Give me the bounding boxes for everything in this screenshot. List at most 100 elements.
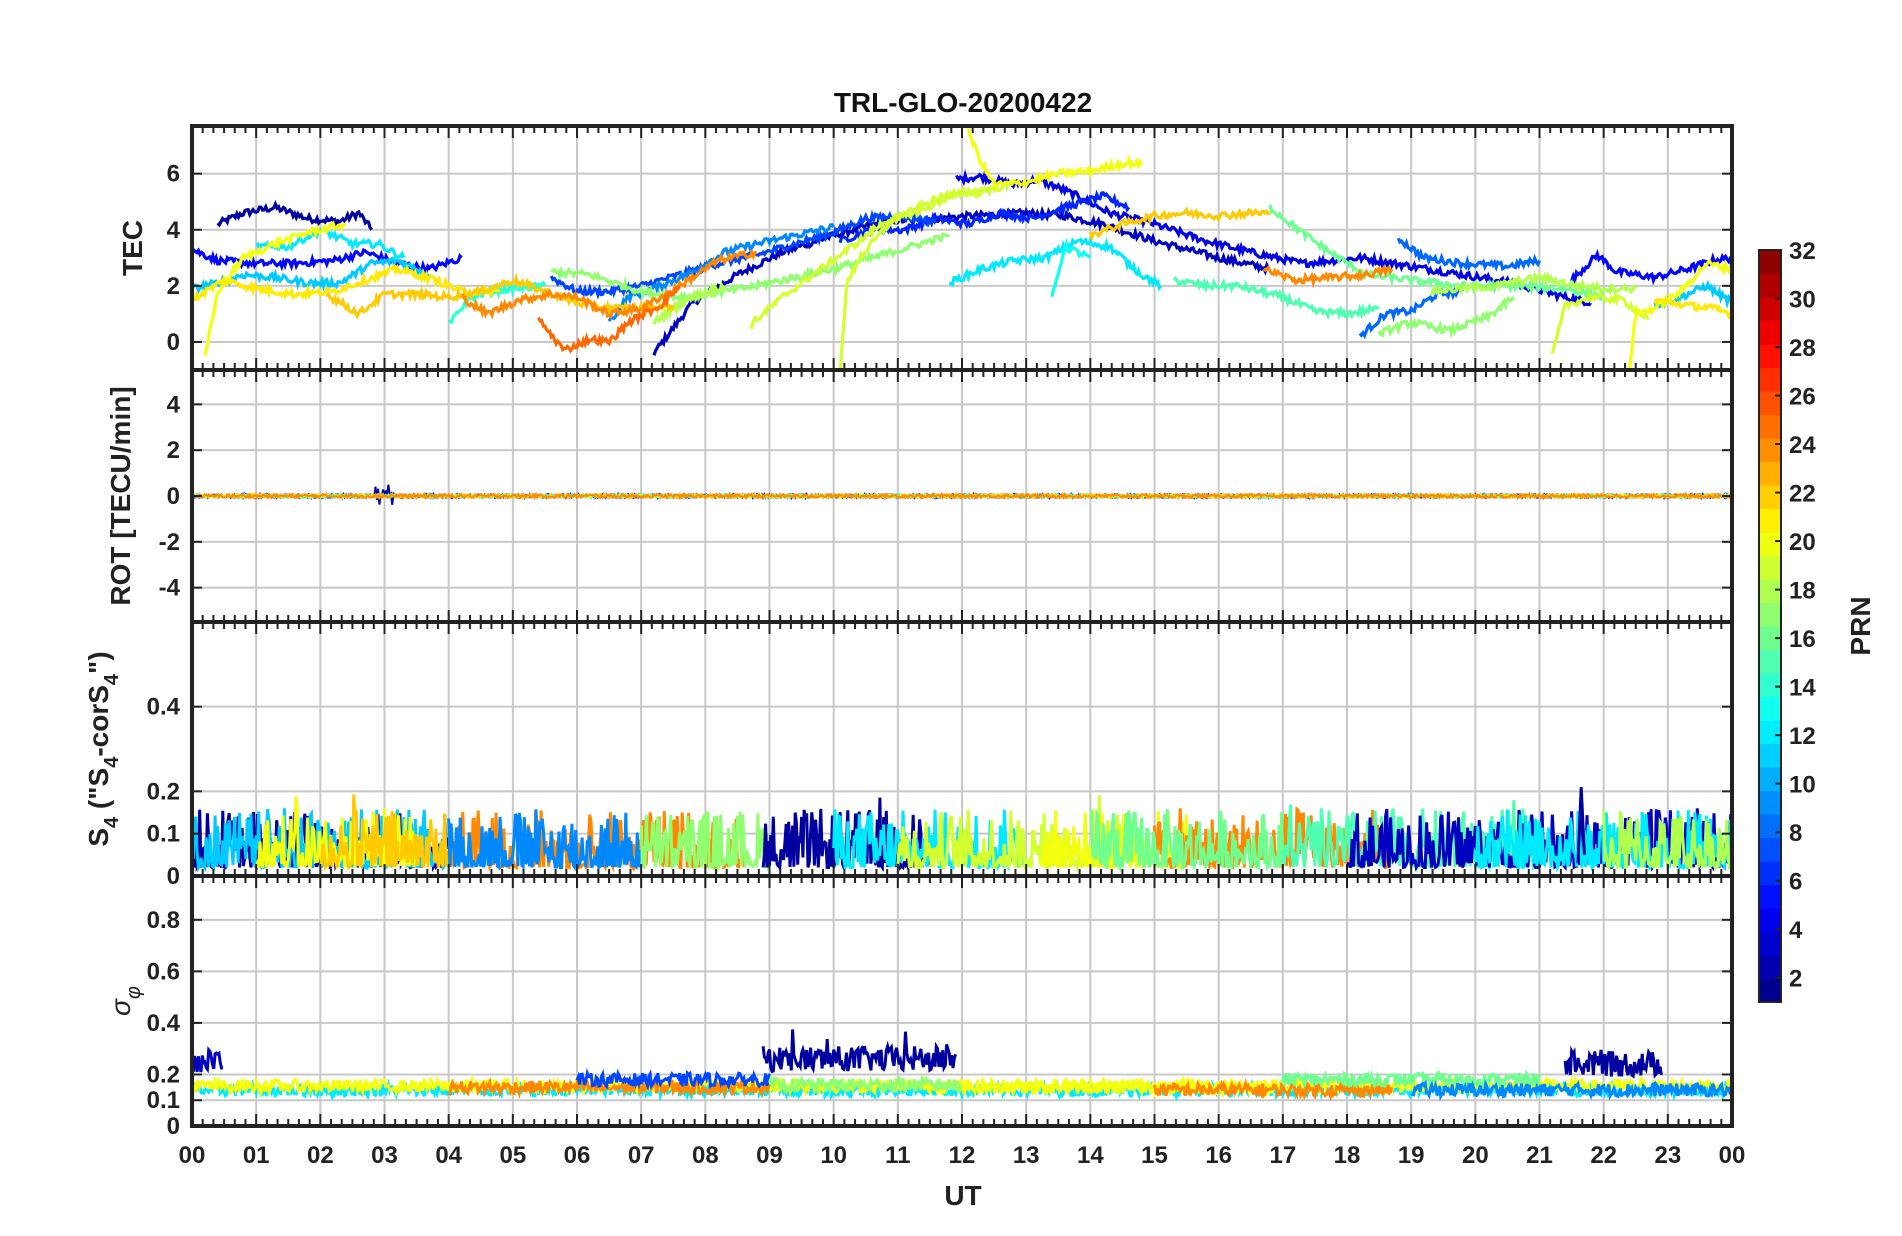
tec-series-prn-21 [1653,296,1732,320]
rot-data [192,484,1732,505]
tec-series-prn-8 [1396,237,1541,272]
colorbar-tick-label: 10 [1789,772,1816,799]
colorbar-band [1759,367,1781,392]
x-tick-label: 13 [1013,1142,1040,1169]
colorbar-band [1759,978,1781,1003]
x-axis: 00 01 02 03 04 05 06 07 08 09 10 11 12 13 14 15 16 17 18 19… [179,1142,1746,1169]
y-tick-label: 0 [167,863,180,890]
colorbar-band [1759,673,1781,698]
x-tick-label: 09 [756,1142,783,1169]
panel-s4: 0 0.1 0.2 0.4 S4 ("S4-corS4") [83,620,1734,890]
tec-series-prn-19 [1550,290,1650,354]
colorbar-band [1759,579,1781,604]
y-axis-title-tec: TEC [117,220,148,276]
tec-series-prn-2 [216,199,373,231]
colorbar-band [1759,861,1781,886]
s4-peak [1576,787,1586,864]
tec-series-prn-6 [838,189,1131,244]
panel-rot: -4 -2 0 2 4 ROT [TECU/min] [105,368,1734,624]
colorbar-band [1759,790,1781,815]
colorbar-tick-label: 20 [1789,529,1816,556]
tec-series-prn-12 [255,226,406,259]
colorbar-band [1759,320,1781,345]
colorbar-band [1759,461,1781,486]
rot-series-prn-24 [192,491,1732,501]
x-tick-label: 20 [1462,1142,1489,1169]
panel-sigma_phi: 00.10.2 0.4 0.6 0.8 σφ [105,874,1734,1140]
tec-series-prn-25 [537,285,682,354]
colorbar-band [1759,508,1781,533]
colorbar-tick-label: 2 [1789,966,1802,993]
colorbar-band [1759,720,1781,745]
y-tick-label: 0.1 [147,821,180,848]
y-tick-label: 4 [167,217,181,244]
x-tick-label: 22 [1590,1142,1617,1169]
x-tick-label: 02 [307,1142,334,1169]
y-tick-label: 0 [167,1113,180,1140]
y-tick-label: -4 [159,575,181,602]
tec-series-prn-15 [1172,276,1380,320]
x-tick-label: 08 [692,1142,719,1169]
tec-series-prn-24 [461,248,758,320]
tec-series-prn-20 [1627,258,1732,370]
y-tick-label: 0 [167,329,180,356]
tec-series-prn-17 [550,232,950,305]
colorbar-band [1759,485,1781,510]
colorbar-band [1759,908,1781,933]
colorbar-band [1759,767,1781,792]
sigma-series-prn-7 [575,1067,771,1092]
colorbar-tick-label: 16 [1789,626,1816,653]
x-axis-title: UT [944,1180,981,1211]
s4-series-prn-9 [447,809,643,872]
colorbar-band [1759,250,1781,275]
y-tick-label: -2 [159,529,180,556]
x-tick-label: 10 [820,1142,847,1169]
colorbar-tick-label: 8 [1789,820,1802,847]
sigma-series-prn-17 [768,1073,964,1096]
colorbar-band [1759,532,1781,557]
x-tick-label: 05 [499,1142,526,1169]
y-tick-label: 0.4 [147,694,181,721]
x-tick-label: 15 [1141,1142,1168,1169]
tec-series-prn-22 [1088,206,1271,243]
panel-tec: 0 2 4 6 TEC [117,124,1734,372]
s4-series-prn-22 [318,794,449,872]
tec-series-prn-5 [1570,248,1732,287]
colorbar-band [1759,626,1781,651]
y-tick-label: 4 [167,391,181,418]
tec-series-prn-8 [1358,286,1464,340]
x-tick-label: 01 [243,1142,270,1169]
tec-series-prn-12 [949,236,1163,292]
y-tick-label: 2 [167,273,180,300]
colorbar-tick-label: 22 [1789,481,1816,508]
x-tick-label: 16 [1205,1142,1232,1169]
colorbar-tick-label: 6 [1789,869,1802,896]
colorbar-tick-label: 32 [1789,238,1816,265]
colorbar-band [1759,649,1781,674]
colorbar-band [1759,391,1781,416]
y-tick-label: 2 [167,437,180,464]
x-tick-label: 04 [435,1142,462,1169]
colorbar-band [1759,414,1781,439]
sigma-series-prn-24 [1153,1077,1394,1102]
y-tick-label: 0.1 [147,1087,180,1114]
x-tick-label: 11 [885,1142,910,1169]
colorbar-tick-label: 18 [1789,578,1816,605]
colorbar-band [1759,955,1781,980]
x-tick-label: 03 [371,1142,398,1169]
y-axis-title-rot: ROT [TECU/min] [105,386,136,605]
colorbar-tick-label: 12 [1789,723,1816,750]
colorbar-tick-label: 28 [1789,335,1816,362]
sigma-series-prn-9 [1410,1078,1732,1102]
x-tick-label: 07 [628,1142,655,1169]
sigma-series-prn-24 [447,1075,771,1100]
sigma-elevated-prn-2 [761,1029,958,1074]
colorbar-band [1759,696,1781,721]
tec-series-prn-7 [549,209,937,300]
tec-series-prn-3 [652,205,1271,356]
tec-series-prn-22 [325,272,675,320]
x-tick-label: 12 [949,1142,976,1169]
colorbar-band [1759,814,1781,839]
